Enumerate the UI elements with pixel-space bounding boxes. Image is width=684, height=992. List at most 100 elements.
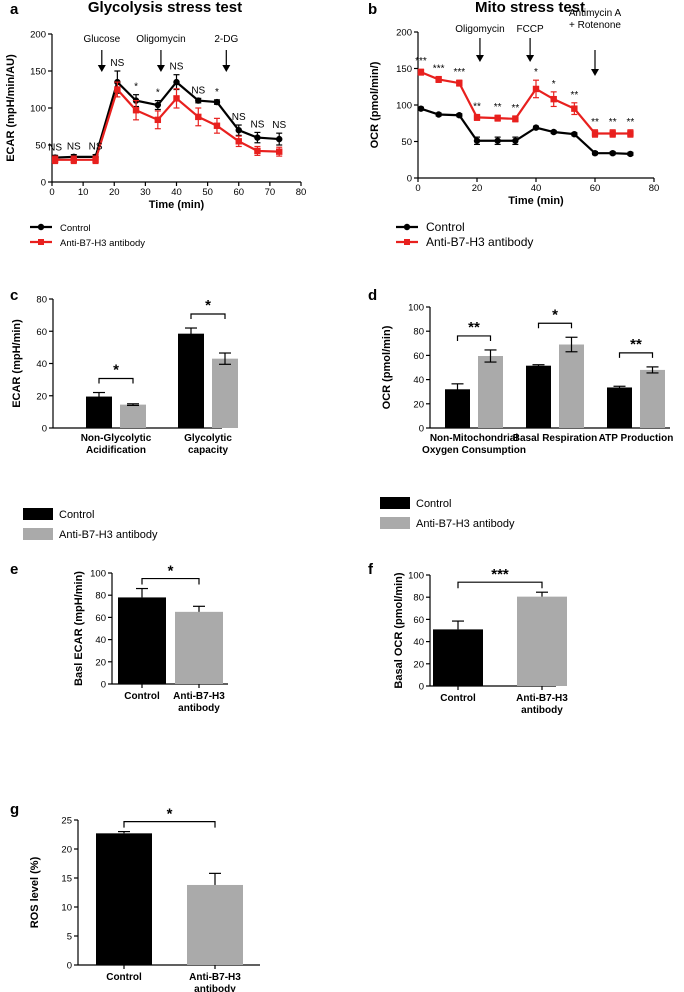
b-injection-label: FCCP: [516, 24, 544, 35]
b-injection-arrowhead: [475, 55, 484, 62]
c-y-tick-label: 0: [42, 424, 47, 435]
b-injection-arrowhead: [526, 55, 535, 62]
d-significance-label: **: [630, 336, 642, 353]
a-point-antibody: [195, 113, 202, 121]
d-legend-label: Control: [416, 498, 451, 510]
b-point-antibody: [571, 105, 578, 112]
b-significance-label: **: [591, 117, 599, 128]
e-category-label: antibody: [178, 703, 220, 714]
f-category-label: Control: [440, 693, 476, 704]
a-x-tick-label: 0: [49, 187, 54, 198]
g-y-tick-label: 10: [61, 903, 72, 914]
f-significance-label: ***: [491, 566, 509, 583]
d-category-label: Oxygen Consumption: [422, 445, 526, 456]
a-y-tick-label: 100: [30, 104, 46, 115]
d-y-tick-label: 0: [419, 424, 424, 435]
a-x-tick-label: 10: [78, 187, 89, 198]
a-injection-label: Oligomycin: [136, 34, 185, 45]
c-bar-control: [178, 333, 204, 428]
e-bar-control: [118, 597, 166, 684]
a-point-antibody: [173, 95, 180, 102]
c-legend-label: Anti-B7-H3 antibody: [59, 529, 158, 541]
a-point-antibody: [51, 156, 59, 163]
d-significance-bracket: [537, 322, 573, 329]
f-significance-bracket: [457, 581, 543, 589]
d-category-label: Basal Respiration: [513, 433, 597, 444]
a-point-antibody: [213, 122, 221, 129]
a-point-antibody: [70, 156, 77, 163]
g-significance-label: *: [167, 806, 173, 823]
b-point-antibody: [591, 130, 599, 137]
b-point-antibody: [627, 130, 634, 137]
d-category-label: ATP Production: [599, 433, 674, 444]
d-bar-control: [526, 365, 551, 428]
e-y-tick-label: 40: [95, 635, 106, 646]
b-title: Mito stress test: [475, 0, 585, 16]
f-category-label: Anti-B7-H3: [516, 693, 568, 704]
e-y-axis-label: Basl ECAR (mpH/min): [73, 571, 85, 686]
b-significance-label: *: [552, 79, 556, 90]
b-point-antibody: [435, 76, 442, 83]
a-point-antibody: [235, 138, 242, 145]
e-y-tick-label: 20: [95, 657, 106, 668]
a-x-tick-label: 50: [202, 187, 213, 198]
a-legend-label: Anti-B7-H3 antibody: [60, 238, 145, 249]
c-legend-swatch: [23, 508, 53, 520]
f-y-tick-label: 0: [419, 682, 424, 693]
f-bar-control: [433, 629, 483, 686]
a-legend-label: Control: [60, 223, 91, 234]
a-injection-arrowhead: [97, 65, 106, 72]
b-injection-arrowhead: [591, 69, 599, 76]
a-x-tick-label: 70: [265, 187, 276, 198]
b-series-line-antibody: [420, 71, 631, 135]
g-significance-bracket: [123, 821, 216, 828]
g-category-label: Control: [106, 972, 142, 983]
a-injection-arrowhead: [156, 65, 165, 72]
c-y-tick-label: 80: [36, 295, 47, 306]
a-point-control: [154, 101, 162, 109]
g-bar-control: [96, 833, 152, 965]
a-x-tick-label: 20: [109, 187, 120, 198]
b-point-antibody: [473, 114, 481, 121]
a-point-antibody: [276, 148, 283, 155]
b-x-tick-label: 0: [415, 183, 420, 194]
b-significance-label: ***: [433, 64, 445, 75]
a-y-tick-label: 0: [41, 178, 46, 189]
a-point-antibody: [114, 86, 121, 93]
b-injection-label-2: + Rotenone: [569, 20, 621, 31]
b-x-tick-label: 20: [472, 183, 483, 194]
a-significance-label: *: [134, 82, 138, 93]
e-category-label: Control: [124, 691, 160, 702]
b-significance-label: **: [570, 90, 578, 101]
e-y-tick-label: 0: [101, 680, 106, 691]
d-y-tick-label: 40: [413, 375, 424, 386]
d-bar-control: [445, 389, 470, 428]
a-y-tick-label: 200: [30, 30, 46, 41]
b-y-tick-label: 50: [401, 137, 412, 148]
a-injection-label: Glucose: [83, 34, 120, 45]
e-y-tick-label: 60: [95, 613, 106, 624]
a-significance-label: NS: [48, 142, 62, 153]
g-category-label: Anti-B7-H3: [189, 972, 241, 983]
b-significance-label: **: [627, 117, 635, 128]
a-point-control: [254, 134, 261, 141]
g-bar-antibody: [187, 884, 243, 965]
b-point-control: [435, 111, 442, 118]
g-y-tick-label: 25: [61, 816, 72, 827]
d-y-tick-label: 80: [413, 327, 424, 338]
b-point-antibody: [609, 130, 616, 137]
c-significance-label: *: [113, 362, 119, 379]
c-bar-antibody: [212, 358, 238, 428]
panel-label-f: f: [368, 561, 374, 578]
d-y-axis-label: OCR (pmol/min): [381, 325, 393, 409]
b-point-control: [627, 150, 634, 158]
b-x-tick-label: 80: [649, 183, 660, 194]
b-legend-label: Control: [426, 220, 465, 234]
f-y-tick-label: 40: [413, 637, 424, 648]
a-x-tick-label: 30: [140, 187, 151, 198]
c-significance-bracket: [190, 313, 226, 320]
a-injection-arrowhead: [222, 65, 231, 72]
a-point-antibody: [154, 116, 162, 124]
panel-label-a: a: [10, 1, 19, 18]
e-significance-bracket: [141, 577, 200, 585]
